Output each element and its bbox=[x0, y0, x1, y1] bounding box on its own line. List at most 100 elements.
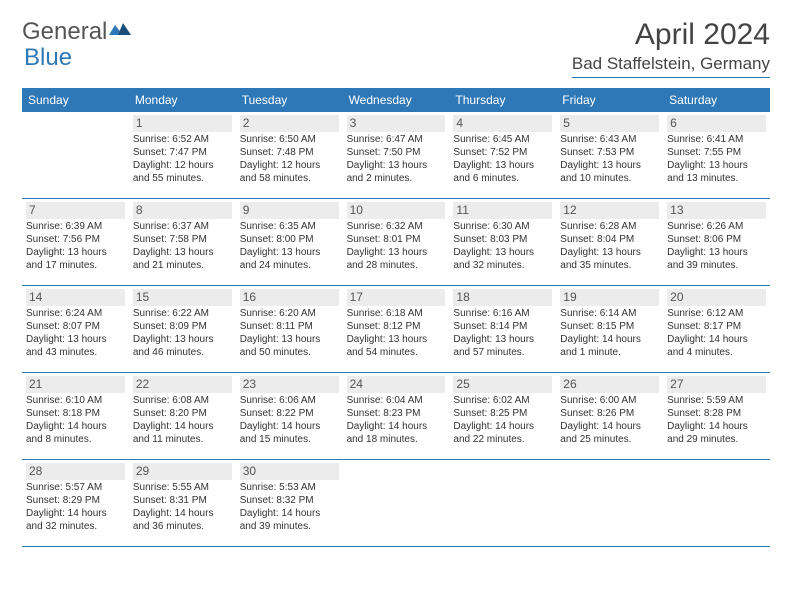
day-cell: 12Sunrise: 6:28 AMSunset: 8:04 PMDayligh… bbox=[556, 199, 663, 285]
sunset-text: Sunset: 7:50 PM bbox=[347, 147, 446, 160]
sunrise-text: Sunrise: 6:10 AM bbox=[26, 395, 125, 408]
sunset-text: Sunset: 8:17 PM bbox=[667, 321, 766, 334]
day-number: 11 bbox=[453, 202, 552, 219]
weeks: .1Sunrise: 6:52 AMSunset: 7:47 PMDayligh… bbox=[22, 112, 770, 547]
sunrise-text: Sunrise: 5:53 AM bbox=[240, 482, 339, 495]
sunrise-text: Sunrise: 6:26 AM bbox=[667, 221, 766, 234]
day-cell: . bbox=[449, 460, 556, 546]
sunset-text: Sunset: 7:56 PM bbox=[26, 234, 125, 247]
day-cell: 29 Sunrise: 5:55 AMSunset: 8:31 PMDayligh… bbox=[129, 460, 236, 546]
daylight-text: Daylight: 13 hours and 50 minutes. bbox=[240, 334, 339, 360]
sunset-text: Sunset: 8:11 PM bbox=[240, 321, 339, 334]
daylight-text: Daylight: 14 hours and 11 minutes. bbox=[133, 421, 232, 447]
day-number: 6 bbox=[667, 115, 766, 132]
daylight-text: Daylight: 14 hours and 22 minutes. bbox=[453, 421, 552, 447]
day-number: 27 bbox=[667, 376, 766, 393]
week-row: 21Sunrise: 6:10 AMSunset: 8:18 PMDayligh… bbox=[22, 373, 770, 460]
daylight-text: Daylight: 14 hours and 8 minutes. bbox=[26, 421, 125, 447]
sunset-text: Sunset: 8:06 PM bbox=[667, 234, 766, 247]
day-cell: 25Sunrise: 6:02 AMSunset: 8:25 PMDayligh… bbox=[449, 373, 556, 459]
day-number: 2 bbox=[240, 115, 339, 132]
daylight-text: Daylight: 13 hours and 28 minutes. bbox=[347, 247, 446, 273]
sunrise-text: Sunrise: 6:28 AM bbox=[560, 221, 659, 234]
day-number: 5 bbox=[560, 115, 659, 132]
month-title: April 2024 bbox=[572, 18, 770, 52]
daylight-text: Daylight: 13 hours and 21 minutes. bbox=[133, 247, 232, 273]
daylight-text: Daylight: 13 hours and 24 minutes. bbox=[240, 247, 339, 273]
sunset-text: Sunset: 7:58 PM bbox=[133, 234, 232, 247]
day-cell: . bbox=[343, 460, 450, 546]
sunset-text: Sunset: 7:52 PM bbox=[453, 147, 552, 160]
sunrise-text: Sunrise: 6:24 AM bbox=[26, 308, 125, 321]
sunset-text: Sunset: 8:07 PM bbox=[26, 321, 125, 334]
sunrise-text: Sunrise: 6:35 AM bbox=[240, 221, 339, 234]
daylight-text: Daylight: 13 hours and 32 minutes. bbox=[453, 247, 552, 273]
sunset-text: Sunset: 7:48 PM bbox=[240, 147, 339, 160]
day-number: 15 bbox=[133, 289, 232, 306]
sunset-text: Sunset: 8:09 PM bbox=[133, 321, 232, 334]
daylight-text: Daylight: 13 hours and 43 minutes. bbox=[26, 334, 125, 360]
day-number: 29 bbox=[133, 463, 232, 480]
sunset-text: Sunset: 8:00 PM bbox=[240, 234, 339, 247]
calendar: Sunday Monday Tuesday Wednesday Thursday… bbox=[22, 88, 770, 547]
daylight-text: Daylight: 13 hours and 57 minutes. bbox=[453, 334, 552, 360]
daylight-text: Daylight: 14 hours and 36 minutes. bbox=[133, 508, 232, 534]
day-header: Monday bbox=[129, 88, 236, 112]
day-cell: 24Sunrise: 6:04 AMSunset: 8:23 PMDayligh… bbox=[343, 373, 450, 459]
day-header-row: Sunday Monday Tuesday Wednesday Thursday… bbox=[22, 88, 770, 112]
sunrise-text: Sunrise: 6:20 AM bbox=[240, 308, 339, 321]
day-number: 10 bbox=[347, 202, 446, 219]
sunset-text: Sunset: 8:31 PM bbox=[133, 495, 232, 508]
day-number: 30 bbox=[240, 463, 339, 480]
day-number: 8 bbox=[133, 202, 232, 219]
day-number: 1 bbox=[133, 115, 232, 132]
location: Bad Staffelstein, Germany bbox=[572, 54, 770, 78]
day-number: 20 bbox=[667, 289, 766, 306]
day-cell: 15Sunrise: 6:22 AMSunset: 8:09 PMDayligh… bbox=[129, 286, 236, 372]
sunrise-text: Sunrise: 6:14 AM bbox=[560, 308, 659, 321]
day-cell: 20Sunrise: 6:12 AMSunset: 8:17 PMDayligh… bbox=[663, 286, 770, 372]
day-number: 23 bbox=[240, 376, 339, 393]
daylight-text: Daylight: 12 hours and 58 minutes. bbox=[240, 160, 339, 186]
sunrise-text: Sunrise: 6:22 AM bbox=[133, 308, 232, 321]
sunset-text: Sunset: 8:28 PM bbox=[667, 408, 766, 421]
day-cell: . bbox=[22, 112, 129, 198]
sunset-text: Sunset: 8:25 PM bbox=[453, 408, 552, 421]
day-cell: 23Sunrise: 6:06 AMSunset: 8:22 PMDayligh… bbox=[236, 373, 343, 459]
daylight-text: Daylight: 14 hours and 25 minutes. bbox=[560, 421, 659, 447]
day-cell: . bbox=[556, 460, 663, 546]
day-cell: 3Sunrise: 6:47 AMSunset: 7:50 PMDaylight… bbox=[343, 112, 450, 198]
week-row: 28Sunrise: 5:57 AMSunset: 8:29 PMDayligh… bbox=[22, 460, 770, 547]
day-header: Wednesday bbox=[343, 88, 450, 112]
day-header: Tuesday bbox=[236, 88, 343, 112]
sunset-text: Sunset: 8:23 PM bbox=[347, 408, 446, 421]
day-number: 24 bbox=[347, 376, 446, 393]
daylight-text: Daylight: 13 hours and 6 minutes. bbox=[453, 160, 552, 186]
daylight-text: Daylight: 13 hours and 10 minutes. bbox=[560, 160, 659, 186]
sunset-text: Sunset: 8:29 PM bbox=[26, 495, 125, 508]
day-cell: 19Sunrise: 6:14 AMSunset: 8:15 PMDayligh… bbox=[556, 286, 663, 372]
day-number: 4 bbox=[453, 115, 552, 132]
day-cell: 21Sunrise: 6:10 AMSunset: 8:18 PMDayligh… bbox=[22, 373, 129, 459]
sunset-text: Sunset: 8:22 PM bbox=[240, 408, 339, 421]
daylight-text: Daylight: 14 hours and 1 minute. bbox=[560, 334, 659, 360]
day-number: 3 bbox=[347, 115, 446, 132]
sunset-text: Sunset: 7:47 PM bbox=[133, 147, 232, 160]
sunrise-text: Sunrise: 6:37 AM bbox=[133, 221, 232, 234]
sunrise-text: Sunrise: 6:16 AM bbox=[453, 308, 552, 321]
sunrise-text: Sunrise: 6:00 AM bbox=[560, 395, 659, 408]
day-header: Saturday bbox=[663, 88, 770, 112]
sunrise-text: Sunrise: 5:55 AM bbox=[133, 482, 232, 495]
day-cell: 5Sunrise: 6:43 AMSunset: 7:53 PMDaylight… bbox=[556, 112, 663, 198]
sunrise-text: Sunrise: 6:39 AM bbox=[26, 221, 125, 234]
day-cell: 16Sunrise: 6:20 AMSunset: 8:11 PMDayligh… bbox=[236, 286, 343, 372]
day-cell: 1Sunrise: 6:52 AMSunset: 7:47 PMDaylight… bbox=[129, 112, 236, 198]
day-cell: 4Sunrise: 6:45 AMSunset: 7:52 PMDaylight… bbox=[449, 112, 556, 198]
sunrise-text: Sunrise: 6:30 AM bbox=[453, 221, 552, 234]
sunrise-text: Sunrise: 6:08 AM bbox=[133, 395, 232, 408]
sunset-text: Sunset: 8:15 PM bbox=[560, 321, 659, 334]
daylight-text: Daylight: 14 hours and 15 minutes. bbox=[240, 421, 339, 447]
day-number: 17 bbox=[347, 289, 446, 306]
sunrise-text: Sunrise: 6:52 AM bbox=[133, 134, 232, 147]
week-row: 14Sunrise: 6:24 AMSunset: 8:07 PMDayligh… bbox=[22, 286, 770, 373]
